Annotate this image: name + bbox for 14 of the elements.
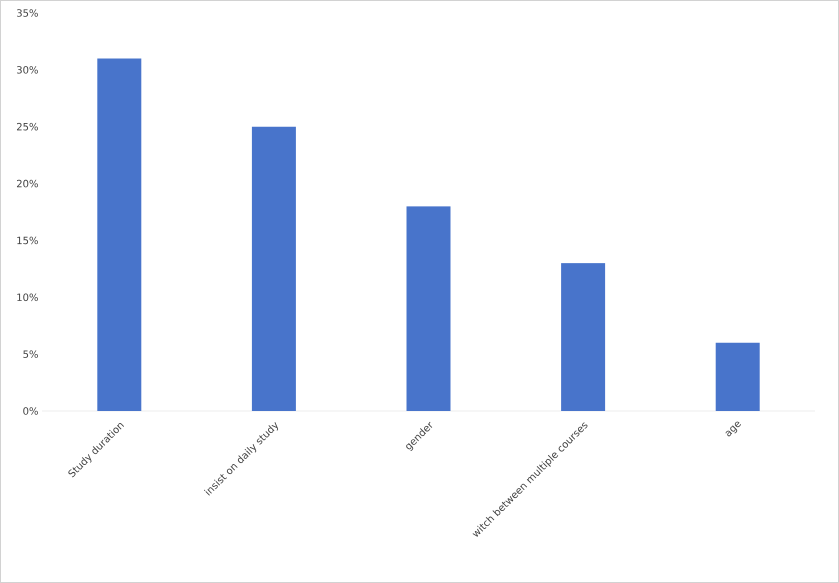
bar bbox=[252, 126, 296, 411]
y-tick-label: 5% bbox=[23, 350, 38, 358]
bar bbox=[561, 263, 606, 411]
y-tick-label: 10% bbox=[17, 294, 38, 302]
bar bbox=[716, 342, 760, 411]
bar bbox=[97, 58, 142, 411]
y-tick-label: 25% bbox=[16, 122, 38, 130]
bar bbox=[406, 206, 451, 411]
x-tick-label: age bbox=[726, 422, 741, 436]
y-tick-label: 20% bbox=[16, 180, 38, 188]
y-tick-label: 30% bbox=[17, 66, 38, 74]
y-tick-label: 15% bbox=[17, 236, 38, 244]
y-tick-label: 35% bbox=[17, 9, 38, 17]
y-tick-label: 0% bbox=[23, 407, 38, 415]
